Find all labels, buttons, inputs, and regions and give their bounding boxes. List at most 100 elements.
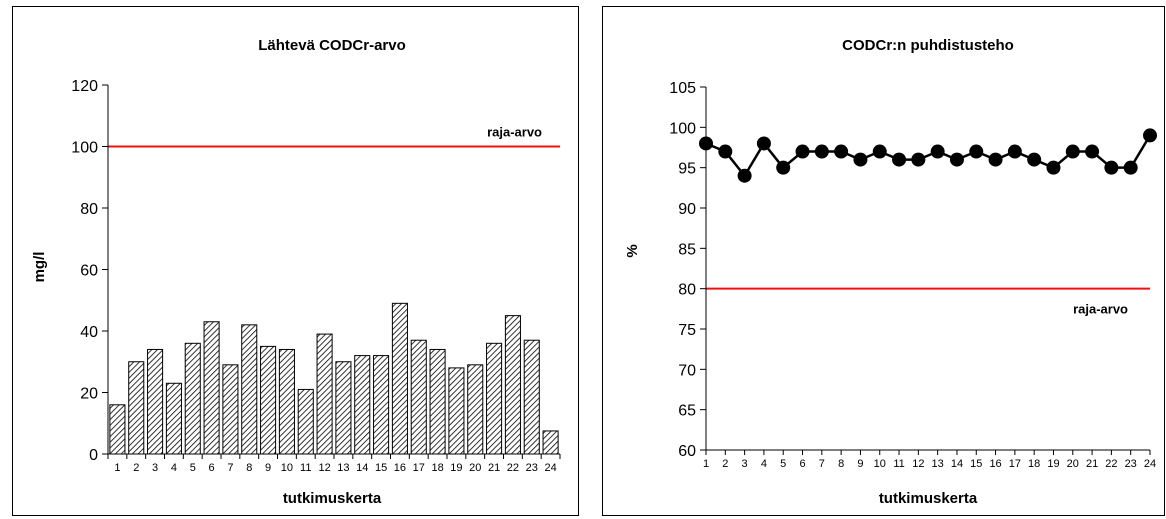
chart-left-bar [504, 315, 521, 455]
chart-right-frame: CODCr:n puhdistusteho % tutkimuskerta 60… [602, 6, 1165, 516]
chart-left-bar [354, 355, 371, 455]
chart-right-xtick-label: 13 [932, 458, 944, 470]
chart-left-ytick-label: 60 [80, 263, 98, 280]
chart-right-xtick-label: 22 [1105, 458, 1117, 470]
chart-right-ytick-label: 80 [678, 282, 696, 299]
chart-right-point [718, 144, 733, 159]
chart-right-xtick-label: 17 [1009, 458, 1021, 470]
chart-right-xtick-label: 5 [780, 458, 786, 470]
chart-left-ytick-label: 0 [89, 447, 98, 464]
chart-left-ytick-label: 80 [80, 201, 98, 218]
chart-left-ytick-label: 40 [80, 324, 98, 341]
chart-left-xtick-label: 23 [526, 462, 538, 474]
chart-left-bar [429, 348, 446, 455]
chart-right-xtick-label: 14 [951, 458, 963, 470]
chart-left-xtick-label: 9 [265, 462, 271, 474]
chart-left-xtick-label: 18 [431, 462, 443, 474]
chart-right-point [1065, 144, 1080, 159]
chart-left-bar [184, 342, 201, 455]
chart-left-xtick-label: 1 [114, 462, 120, 474]
chart-left-bar [165, 382, 182, 455]
chart-right-point [795, 144, 810, 159]
chart-right-xtick-label: 4 [761, 458, 767, 470]
chart-right-point [892, 152, 907, 167]
chart-right-reference-label: raja-arvo [1073, 302, 1128, 317]
chart-left-xtick-label: 21 [488, 462, 500, 474]
chart-left-bar [523, 339, 540, 455]
chart-right-xtick-label: 1 [703, 458, 709, 470]
chart-right-xtick-label: 24 [1144, 458, 1156, 470]
chart-right-point [1027, 152, 1042, 167]
chart-left-xtick-label: 11 [300, 462, 311, 474]
chart-right-xtick-label: 16 [989, 458, 1001, 470]
chart-right-point [737, 168, 752, 183]
chart-left-xtick-label: 12 [318, 462, 330, 474]
chart-left-xtick-label: 3 [152, 462, 158, 474]
chart-left-bar [316, 333, 333, 455]
chart-left-bar [467, 364, 484, 455]
chart-right-point [756, 136, 771, 151]
chart-right-xtick-label: 9 [857, 458, 863, 470]
chart-right-point [853, 152, 868, 167]
chart-left-ytick-label: 20 [80, 386, 98, 403]
chart-right-xtick-label: 20 [1067, 458, 1079, 470]
chart-right-ytick-label: 100 [669, 120, 696, 137]
chart-left-bar [260, 345, 277, 455]
chart-right-xtick-label: 2 [722, 458, 728, 470]
chart-right-xlabel: tutkimuskerta [879, 490, 978, 507]
chart-left-xtick-label: 2 [133, 462, 139, 474]
chart-left-xtick-label: 13 [337, 462, 349, 474]
chart-right-point [776, 160, 791, 175]
chart-left-xtick-label: 24 [544, 462, 556, 474]
chart-left-xlabel: tutkimuskerta [283, 490, 382, 507]
chart-left-bar [203, 321, 220, 455]
chart-right-xtick-label: 21 [1086, 458, 1098, 470]
chart-right-ylabel: % [624, 244, 641, 257]
chart-right-xtick-label: 3 [742, 458, 748, 470]
chart-left-xtick-label: 17 [413, 462, 425, 474]
chart-right-ytick-label: 75 [678, 322, 696, 339]
chart-left-xtick-label: 8 [246, 462, 252, 474]
chart-left-bar [391, 302, 408, 455]
chart-left-bar [297, 388, 314, 455]
chart-left-bar [128, 361, 145, 455]
chart-right-point [1007, 144, 1022, 159]
chart-right-title: CODCr:n puhdistusteho [842, 37, 1014, 54]
chart-right-ytick-label: 60 [678, 443, 696, 460]
chart-right-xtick-label: 7 [819, 458, 825, 470]
chart-left-xtick-label: 16 [394, 462, 406, 474]
chart-left-xtick-label: 5 [190, 462, 196, 474]
chart-right-point [814, 144, 829, 159]
chart-right-point [930, 144, 945, 159]
chart-left-ytick-label: 100 [71, 140, 98, 157]
chart-right-xtick-label: 18 [1028, 458, 1040, 470]
chart-right-xtick-label: 10 [874, 458, 886, 470]
chart-right-point [988, 152, 1003, 167]
chart-left-xtick-label: 10 [281, 462, 293, 474]
chart-right-ytick-label: 85 [678, 241, 696, 258]
chart-left-bar [542, 430, 559, 455]
chart-right-point [1143, 128, 1157, 143]
chart-left-xtick-label: 20 [469, 462, 481, 474]
chart-right-point [834, 144, 849, 159]
chart-left-bar [486, 342, 503, 455]
chart-right-series-line [705, 134, 1152, 178]
chart-left-bar [222, 364, 239, 455]
chart-left-ylabel: mg/l [31, 252, 48, 283]
chart-left-frame: Lähtevä CODCr-arvo mg/l tutkimuskerta 0 2… [12, 6, 579, 516]
chart-left-title: Lähtevä CODCr-arvo [258, 37, 406, 54]
chart-right-point [1046, 160, 1061, 175]
chart-left-bar [278, 348, 295, 455]
chart-left-bar [335, 361, 352, 455]
chart-left-bar [109, 404, 126, 455]
chart-left-xtick-label: 4 [171, 462, 177, 474]
chart-right-ytick-label: 65 [678, 403, 696, 420]
chart-right-xtick-label: 6 [799, 458, 805, 470]
chart-right-ytick-label: 105 [669, 80, 696, 97]
chart-right-svg: CODCr:n puhdistusteho % tutkimuskerta 60… [624, 37, 1157, 507]
chart-right-ytick-label: 70 [678, 362, 696, 379]
chart-right-ytick-label: 90 [678, 201, 696, 218]
chart-right-point [949, 152, 964, 167]
chart-left-svg: Lähtevä CODCr-arvo mg/l tutkimuskerta 0 2… [31, 37, 561, 507]
chart-left-xtick-label: 15 [375, 462, 387, 474]
